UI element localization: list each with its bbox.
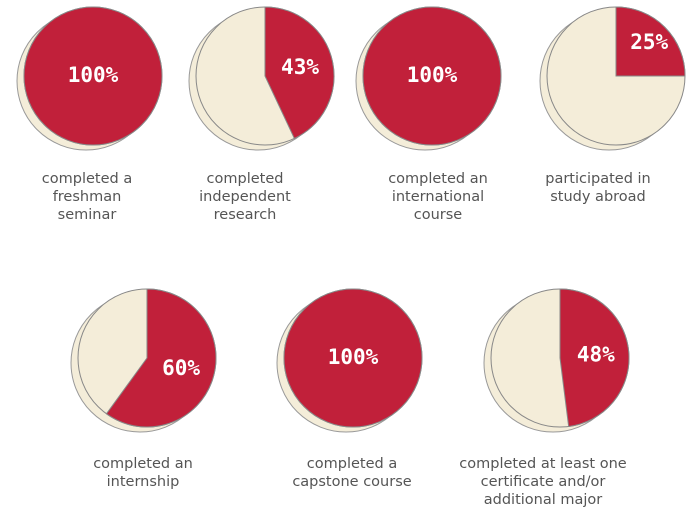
pie-slice: [264, 6, 335, 140]
value-label: 25%: [630, 30, 668, 54]
value-label: 43%: [281, 55, 319, 79]
caption: completed an international course: [388, 171, 488, 223]
value-label: 100%: [328, 345, 379, 369]
caption: completed independent research: [199, 171, 291, 223]
pie-slice: [105, 288, 217, 428]
caption: participated in study abroad: [545, 171, 651, 205]
caption: completed a freshman seminar: [41, 171, 133, 223]
value-label: 60%: [162, 356, 200, 380]
pie-slice: [362, 6, 502, 146]
value-label: 100%: [407, 63, 458, 87]
caption: completed an internship: [93, 456, 193, 490]
value-label: 100%: [68, 63, 119, 87]
caption: completed a capstone course: [292, 456, 412, 490]
value-label: 48%: [577, 343, 615, 367]
pie-slice: [615, 6, 686, 77]
pie-slice: [559, 288, 630, 428]
pie-slice: [283, 288, 423, 428]
pie-slice: [23, 6, 163, 146]
caption: completed at least one certificate and/o…: [459, 456, 627, 508]
